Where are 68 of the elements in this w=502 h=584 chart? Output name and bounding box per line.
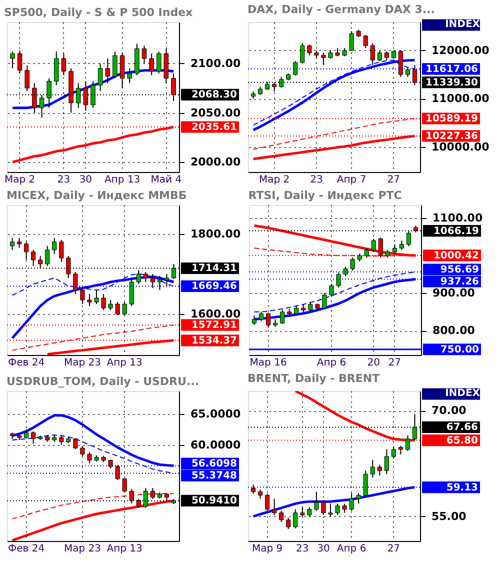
ref-line-label: 2068.30	[191, 90, 238, 101]
x-tick-label: Апр 6	[336, 544, 366, 554]
x-tick-label: Мар 23	[64, 544, 101, 554]
y-tick-label: 12000.00	[432, 44, 490, 57]
x-tick-label: 23	[296, 544, 309, 554]
x-tick-label: 30	[317, 544, 330, 554]
x-tick-label: 27	[387, 544, 400, 554]
chart-title: BRENT, Daily - BRENT	[248, 372, 380, 385]
x-tick-label: Апр 7	[336, 174, 366, 186]
ref-line-label: 1669.46	[191, 281, 238, 292]
x-tick-label: Фев 24	[8, 358, 45, 368]
x-tick-label: Апр 13	[104, 174, 140, 186]
x-tick-label: Апр 6	[316, 358, 346, 368]
ref-line-label: 1066.19	[433, 226, 480, 237]
y-tick-label: 1600.00	[190, 308, 241, 321]
ref-line-label: 10227.36	[425, 130, 478, 142]
x-tick-label: Мар 23	[64, 358, 101, 368]
y-tick-label: 11000.00	[432, 92, 490, 106]
y-tick-label: 1100.00	[432, 212, 483, 225]
ref-line-label: 1000.42	[433, 250, 480, 262]
x-tick-label: Май 4	[150, 174, 182, 186]
y-tick-label: 2100.00	[190, 56, 241, 70]
x-tick-label: 30	[79, 174, 92, 186]
ref-line-label: 59.13	[446, 482, 478, 494]
x-tick-label: 20	[367, 358, 380, 368]
x-tick-label: Мар 2	[259, 174, 290, 186]
text: INDEX	[445, 19, 480, 30]
ref-line-label: 1572.91	[191, 320, 238, 331]
ref-line-label: 11617.06	[425, 64, 478, 75]
x-tick-label: Мар 16	[250, 358, 287, 368]
x-tick-label: 23	[57, 174, 70, 186]
y-tick-label: 2050.00	[190, 106, 241, 120]
y-tick-label: 65.0000	[190, 408, 241, 421]
y-tick-label: 1800.00	[190, 227, 241, 240]
ref-line-label: 65.80	[446, 435, 478, 446]
chart-title: USDRUB_TOM, Daily - USDRU...	[6, 375, 199, 388]
y-tick-label: 2000.00	[190, 156, 241, 169]
x-tick-label: 27	[388, 358, 402, 368]
x-tick-label: 27	[387, 174, 400, 186]
ref-line-label: 750.00	[440, 344, 480, 356]
ref-line-label: 55.3748	[191, 470, 238, 482]
y-tick-label: 70.00	[432, 404, 467, 418]
x-tick-label: Мар 2	[4, 174, 36, 186]
x-tick-label: 23	[310, 174, 323, 186]
chart-title: RTSI, Daily - Индекс РТС	[248, 189, 402, 202]
chart-title: DAX, Daily - Germany DAX 3...	[248, 3, 435, 16]
y-tick-label: 10000.00	[432, 140, 490, 154]
x-tick-label: Апр 13	[106, 544, 142, 554]
y-tick-label: 800.00	[432, 324, 476, 338]
ref-line-label: 937.26	[440, 276, 480, 288]
x-tick-label: Апр 13	[106, 358, 142, 368]
ref-line-label: 50.9410	[191, 496, 238, 507]
y-tick-label: 900.00	[432, 286, 476, 300]
ref-line-label: 56.6098	[191, 458, 238, 470]
y-tick-label: 55.00	[432, 510, 467, 523]
ref-line-label: 1714.31	[191, 263, 238, 274]
ref-line-label: 1534.37	[191, 335, 238, 346]
ref-line-label: 67.66	[446, 422, 478, 434]
y-tick-label: 60.0000	[190, 438, 241, 452]
x-tick-label: Мар 9	[252, 544, 283, 554]
chart-title: MICEX, Daily - Индекс ММВБ	[6, 189, 187, 202]
ref-line-label: 956.69	[440, 264, 480, 276]
ref-line-label: 11339.30	[425, 77, 478, 88]
ref-line-label: 2035.61	[191, 122, 238, 133]
ref-line-label: 10589.19	[425, 114, 478, 124]
chart-title: SP500, Daily - S & P 500 Index	[4, 6, 193, 19]
x-tick-label: Фев 24	[8, 544, 45, 554]
text: INDEX	[445, 388, 480, 399]
